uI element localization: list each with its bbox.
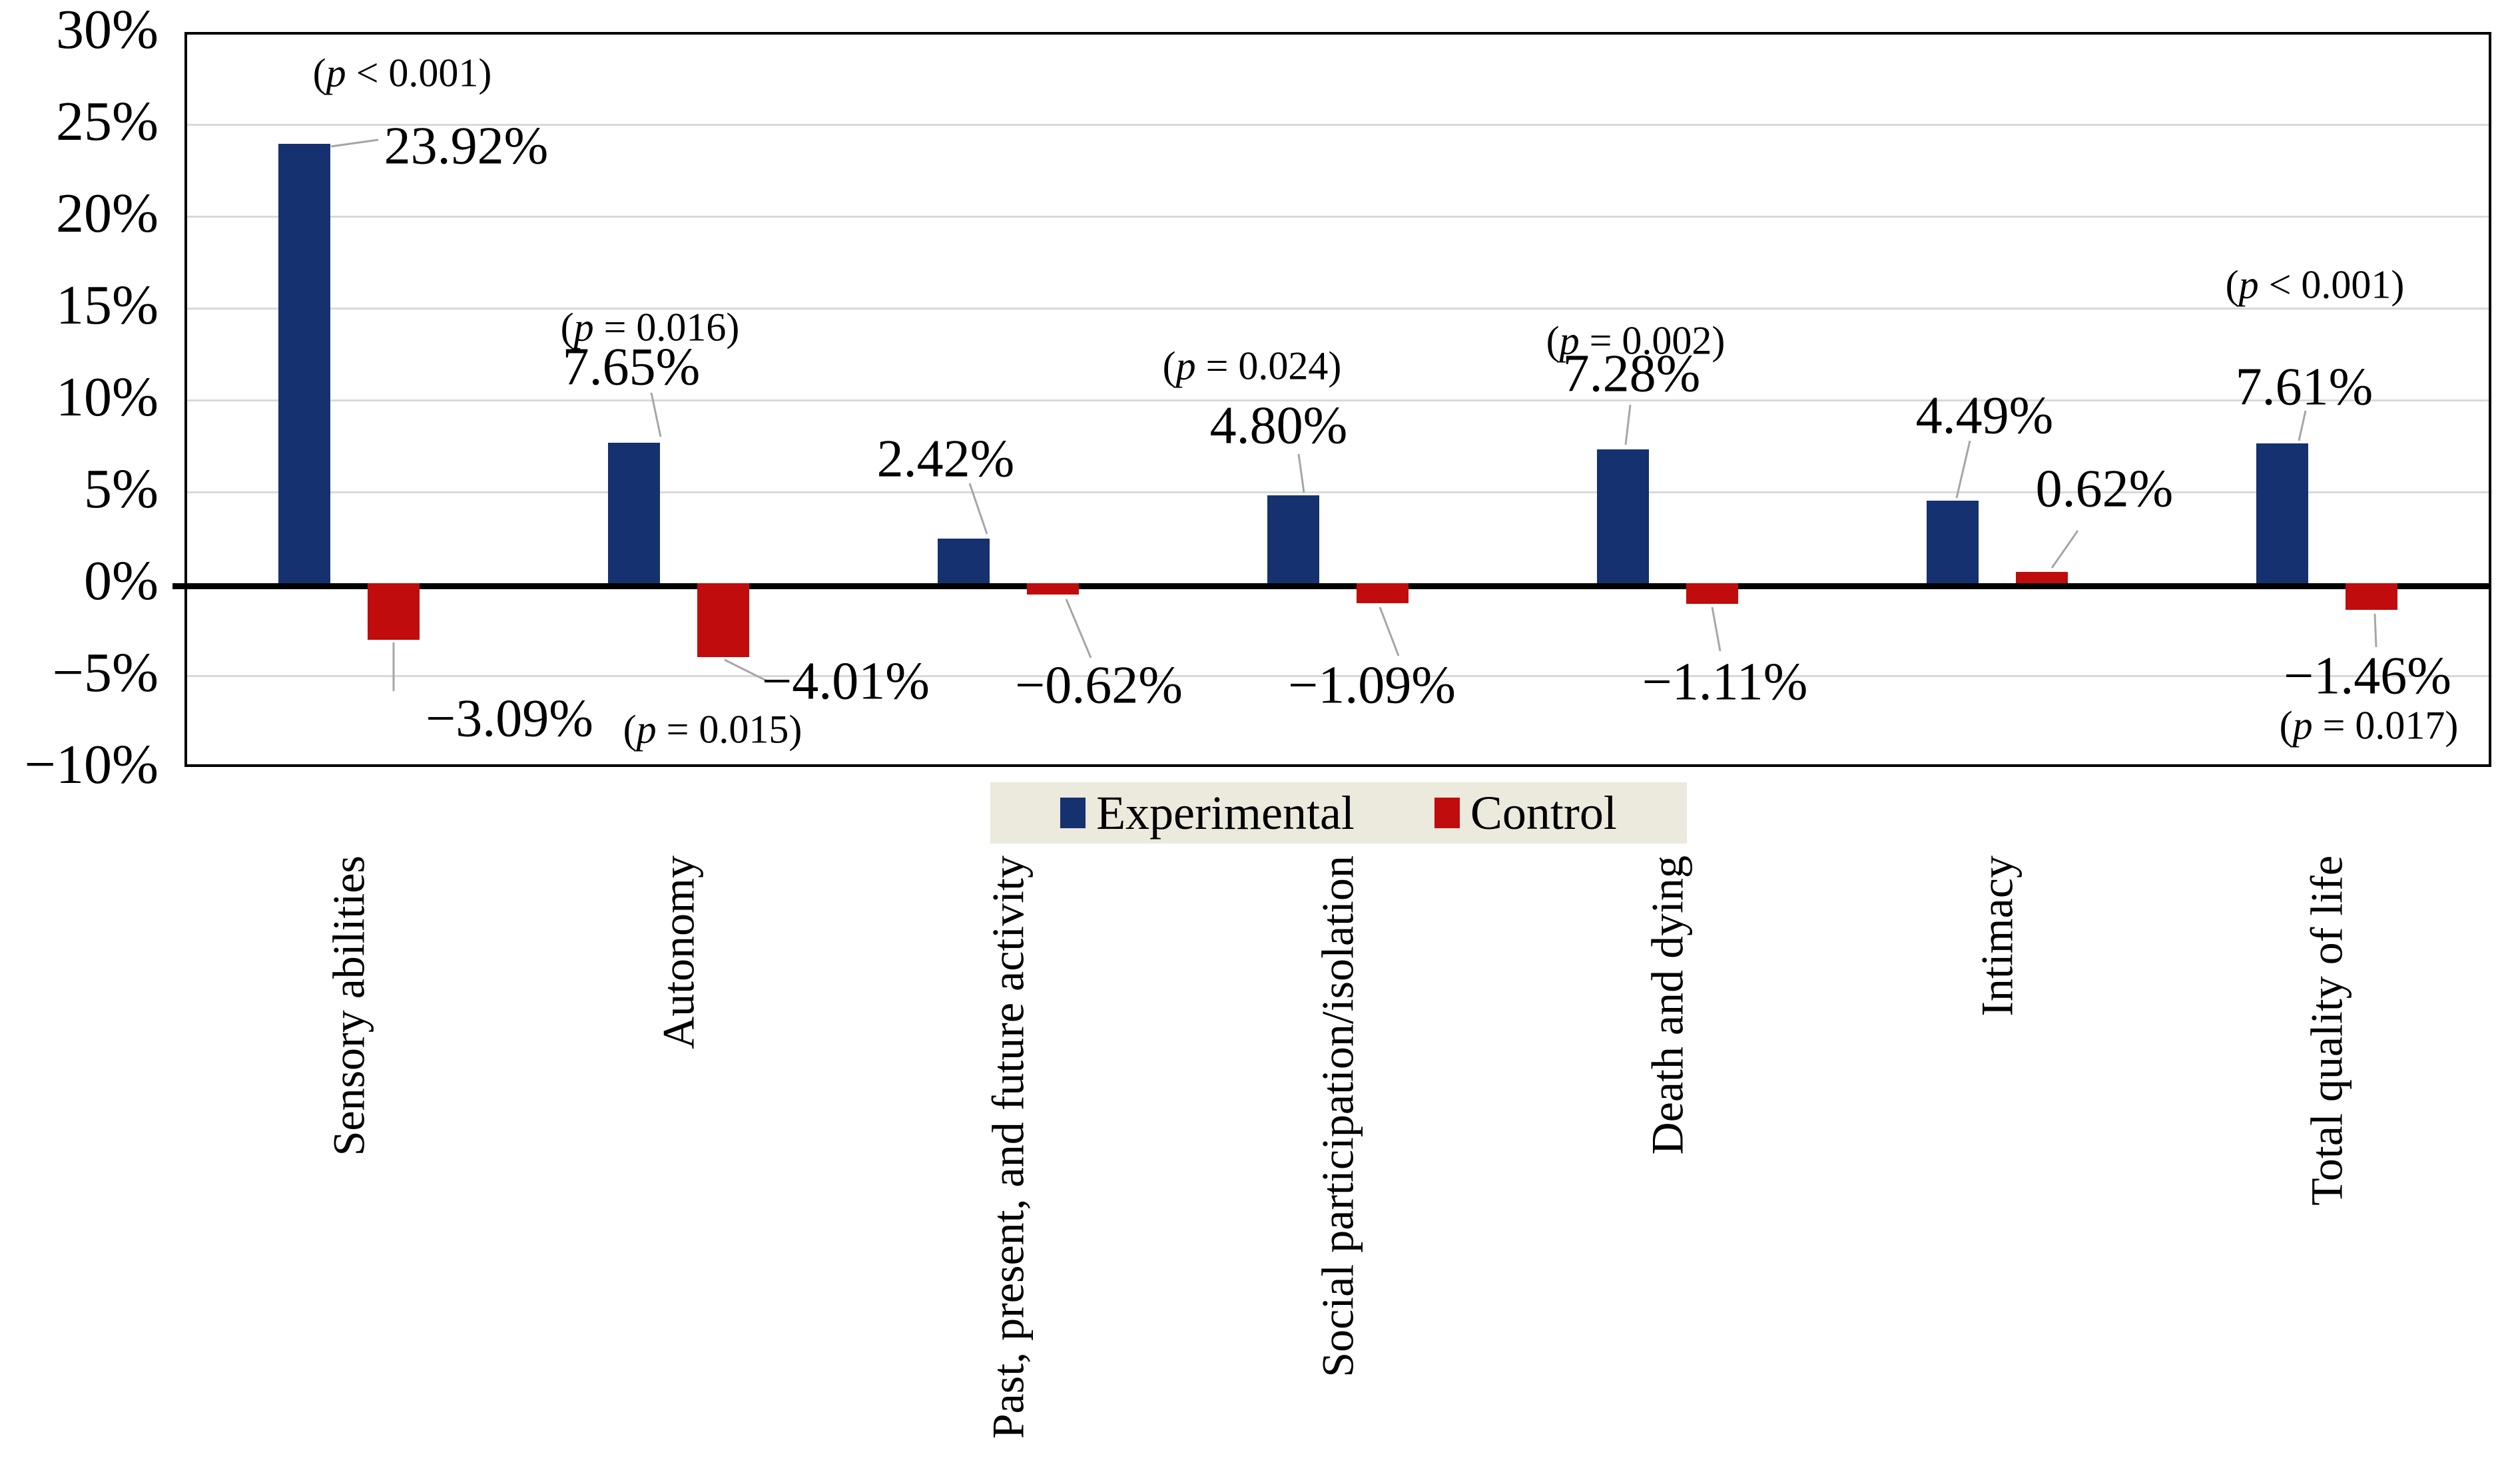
bar-experimental-0 <box>278 143 331 583</box>
category-label-3: Social participation/isolation <box>1312 856 1363 1377</box>
legend-label-control: Control <box>1470 786 1617 840</box>
value-label-control-6: −1.46% <box>2284 646 2451 706</box>
category-label-2: Past, present, and future activity <box>982 856 1034 1439</box>
category-label-1: Autonomy <box>653 856 704 1049</box>
y-axis-label: 5% <box>84 458 158 520</box>
value-label-experimental-1: 7.65% <box>562 338 701 397</box>
bar-control-5 <box>2015 571 2068 583</box>
gridline <box>187 216 2489 218</box>
category-label-6: Total quality of life <box>2301 856 2352 1206</box>
value-label-experimental-0: 23.92% <box>384 117 549 176</box>
category-label-0: Sensory abilities <box>323 856 374 1156</box>
bar-control-0 <box>368 583 420 640</box>
gridline <box>187 308 2489 310</box>
y-axis-label: 10% <box>56 366 158 428</box>
legend-label-experimental: Experimental <box>1096 786 1355 840</box>
y-axis-label: −5% <box>52 642 158 704</box>
p-value-label-experimental-6: (p < 0.001) <box>2225 262 2405 307</box>
value-label-experimental-5: 4.49% <box>1915 386 2054 445</box>
plot-area <box>172 32 2491 767</box>
bar-experimental-4 <box>1596 449 1649 583</box>
value-label-control-0: −3.09% <box>426 689 593 748</box>
bar-control-4 <box>1686 583 1738 604</box>
bar-control-3 <box>1357 583 1409 604</box>
gridline <box>187 675 2489 677</box>
value-label-control-4: −1.11% <box>1642 652 1808 712</box>
legend: Experimental Control <box>990 782 1687 844</box>
bar-experimental-1 <box>608 442 661 583</box>
zero-axis-line <box>172 583 2489 589</box>
gridline <box>187 491 2489 493</box>
legend-swatch-experimental <box>1060 798 1086 828</box>
value-label-experimental-6: 7.61% <box>2235 358 2373 417</box>
category-label-4: Death and dying <box>1642 856 1693 1155</box>
category-label-5: Intimacy <box>1971 856 2023 1017</box>
bar-control-6 <box>2345 583 2397 611</box>
bar-experimental-6 <box>2256 443 2308 583</box>
p-value-label-experimental-1: (p = 0.016) <box>560 305 740 350</box>
legend-entry-experimental: Experimental <box>1060 786 1355 841</box>
p-value-label-experimental-3: (p = 0.024) <box>1162 344 1342 388</box>
p-value-label-control-6: (p = 0.017) <box>2279 703 2459 748</box>
y-axis-label: 25% <box>56 91 158 152</box>
y-axis-label: 15% <box>56 274 158 336</box>
legend-entry-control: Control <box>1434 786 1617 841</box>
bar-control-1 <box>697 583 750 657</box>
value-label-experimental-3: 4.80% <box>1209 396 1348 455</box>
value-label-control-3: −1.09% <box>1288 656 1456 715</box>
bar-experimental-3 <box>1267 495 1319 583</box>
p-value-label-experimental-0: (p < 0.001) <box>312 51 492 95</box>
value-label-experimental-4: 7.28% <box>1562 344 1701 403</box>
p-value-label-experimental-4: (p = 0.002) <box>1546 318 1726 363</box>
bar-experimental-2 <box>938 539 990 583</box>
y-axis-label: 30% <box>56 0 158 61</box>
y-axis-label: 0% <box>84 550 158 612</box>
value-label-experimental-2: 2.42% <box>876 429 1015 489</box>
value-label-control-2: −0.62% <box>1015 656 1183 715</box>
bar-experimental-5 <box>1926 501 1979 583</box>
bar-control-2 <box>1027 583 1080 595</box>
value-label-control-5: 0.62% <box>2035 459 2174 519</box>
legend-swatch-control <box>1434 798 1460 828</box>
y-axis-label: −10% <box>24 734 158 796</box>
p-value-label-control-1: (p = 0.015) <box>623 707 802 752</box>
y-axis-label: 20% <box>56 182 158 244</box>
value-label-control-1: −4.01% <box>762 652 930 711</box>
gridline <box>187 399 2489 401</box>
gridline <box>187 124 2489 126</box>
